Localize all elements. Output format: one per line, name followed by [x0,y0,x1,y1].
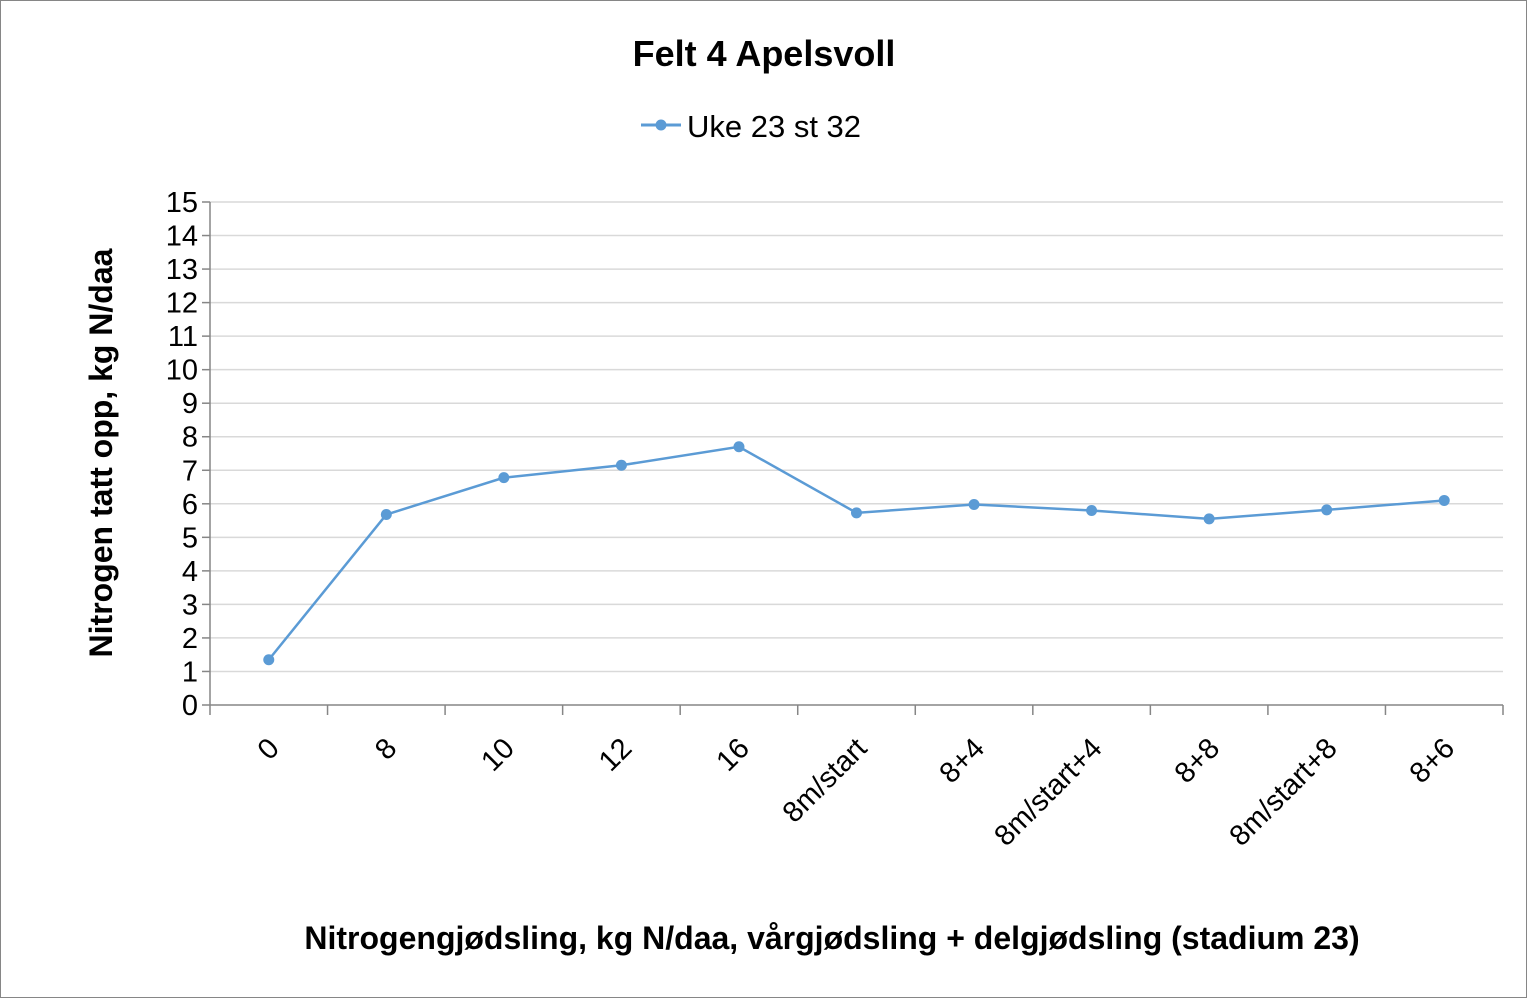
data-point [1086,505,1098,517]
x-tick-label: 8+6 [1404,732,1461,789]
y-tick-label: 1 [182,656,198,688]
x-tick-label: 8+8 [1169,732,1226,789]
y-tick-label: 8 [182,422,198,454]
legend-label: Uke 23 st 32 [687,109,861,144]
data-point [380,509,392,521]
data-point [968,498,980,510]
y-tick-label: 6 [182,489,198,521]
y-tick-label: 14 [166,221,198,253]
y-tick-label: 3 [182,589,198,621]
data-point [1438,494,1450,506]
y-tick-label: 2 [182,623,198,655]
x-tick-label: 0 [252,732,286,766]
y-tick-label: 5 [182,522,198,554]
y-tick-label: 7 [182,455,198,487]
chart-title: Felt 4 Apelsvoll [633,33,896,74]
data-point [263,654,275,666]
x-tick-label: 8 [369,732,403,766]
data-point [851,507,862,519]
x-tick-label: 10 [475,732,520,777]
x-tick-label: 8m/start [777,732,874,829]
y-tick-label: 10 [166,355,198,387]
y-tick-label: 11 [168,321,198,353]
data-point [733,441,745,453]
series-uke-23-st-32 [263,441,1450,666]
x-tick-label: 8m/start+4 [988,732,1108,852]
x-tick-label: 8m/start+8 [1224,732,1344,852]
y-tick-label: 15 [166,187,198,219]
data-point [1321,504,1333,516]
axes [202,201,1504,715]
series-line [267,445,1445,661]
legend-marker [655,119,667,131]
y-tick-label: 13 [166,254,198,286]
y-axis-title: Nitrogen tatt opp, kg N/daa [83,248,119,657]
x-tick-label: 12 [593,732,638,777]
x-axis-title: Nitrogengjødsling, kg N/daa, vårgjødslin… [304,920,1359,956]
x-tick-labels: 0 8 10 12 16 8m/start 8+48m/start+4 8+88m/start… [252,732,1461,852]
data-point [615,459,627,471]
x-tick-label: 8+4 [934,732,991,789]
gridlines [210,201,1503,673]
y-tick-label: 12 [166,288,198,320]
y-tick-label: 4 [182,556,198,588]
data-point [498,472,510,484]
data-point [1203,513,1215,525]
legend: Uke 23 st 32 [641,109,861,144]
y-tick-label: 0 [182,690,198,722]
y-tick-label: 9 [182,388,198,420]
x-tick-label: 16 [710,732,755,777]
